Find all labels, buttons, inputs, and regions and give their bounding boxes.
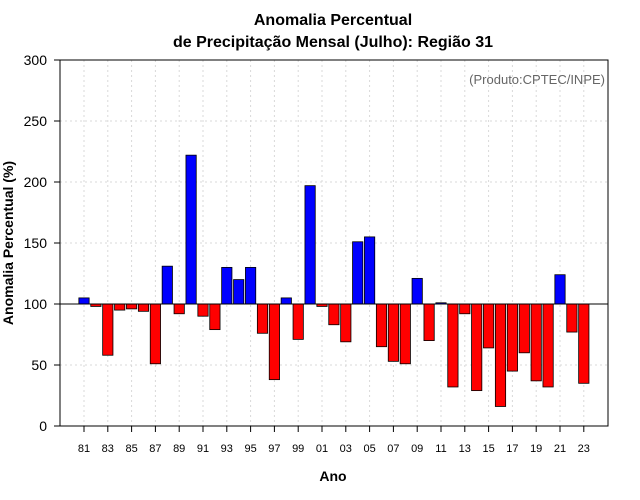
chart-title-line2: de Precipitação Mensal (Julho): Região 3… (173, 34, 493, 51)
bar-91 (197, 303, 209, 317)
bar-87 (149, 303, 161, 365)
bar-83 (102, 303, 114, 356)
bar-99 (292, 303, 304, 340)
x-tick-label: 17 (506, 443, 518, 455)
x-axis-title: Ano (319, 468, 346, 484)
y-tick-label: 200 (24, 174, 48, 190)
x-tick-label: 85 (125, 443, 137, 455)
x-tick-label: 09 (411, 443, 423, 455)
bar-07 (387, 303, 399, 362)
bar-10 (423, 303, 435, 341)
bar-23 (578, 303, 590, 384)
x-tick-label: 23 (578, 443, 590, 455)
y-tick-label: 50 (31, 357, 47, 373)
y-axis: 0 50 100 150 200 250 300 (24, 52, 60, 434)
bar-95 (245, 266, 257, 305)
x-tick-label: 21 (554, 443, 566, 455)
chart-title-line1: Anomalia Percentual (254, 12, 412, 29)
x-tick-label: 87 (149, 443, 161, 455)
bar-14 (471, 303, 483, 392)
bar-00 (304, 185, 316, 305)
x-tick-label: 93 (221, 443, 233, 455)
x-tick-label: 03 (340, 443, 352, 455)
bar-09 (411, 277, 423, 305)
bar-98 (280, 297, 292, 305)
bar-97 (268, 303, 280, 381)
bar-96 (256, 303, 269, 334)
bar-08 (399, 303, 411, 365)
bar-92 (209, 303, 221, 331)
bar-20 (542, 303, 554, 388)
x-tick-label: 07 (387, 443, 399, 455)
bar-86 (137, 303, 150, 312)
bar-04 (352, 241, 364, 305)
bar-12 (447, 303, 459, 388)
bar-84 (114, 303, 126, 311)
x-tick-label: 13 (459, 443, 471, 455)
y-tick-label: 100 (24, 296, 48, 312)
x-tick-label: 89 (173, 443, 185, 455)
bar-90 (185, 154, 197, 305)
x-tick-label: 95 (244, 443, 256, 455)
bar-88 (161, 265, 173, 305)
bar-17 (506, 303, 518, 372)
x-tick-label: 83 (102, 443, 114, 455)
x-axis: 81 83 85 87 89 91 93 95 97 99 01 03 05 07 09 11 13 15 17 19… (78, 426, 590, 455)
bar-03 (340, 303, 352, 343)
bar-21 (554, 274, 566, 305)
grid (60, 59, 608, 427)
y-tick-label: 250 (24, 113, 48, 129)
x-tick-label: 15 (482, 443, 494, 455)
x-tick-label: 81 (78, 443, 90, 455)
y-tick-label: 0 (39, 418, 47, 434)
bar-13 (459, 303, 471, 315)
bar-18 (518, 303, 530, 354)
x-tick-label: 11 (435, 443, 446, 455)
x-tick-label: 05 (363, 443, 375, 455)
bar-15 (483, 303, 495, 349)
bar-19 (530, 303, 542, 382)
bar-02 (328, 303, 340, 326)
bar-94 (233, 279, 245, 305)
y-tick-label: 150 (24, 235, 48, 251)
bar-89 (173, 303, 185, 315)
x-tick-label: 91 (197, 443, 209, 455)
bar-22 (566, 303, 578, 333)
y-tick-label: 300 (24, 52, 48, 68)
bar-85 (126, 303, 138, 310)
y-axis-title: Anomalia Percentual (%) (0, 161, 16, 325)
credit-text: (Produto:CPTEC/INPE) (469, 72, 605, 87)
x-tick-label: 97 (268, 443, 280, 455)
x-tick-label: 19 (530, 443, 542, 455)
bar-16 (494, 303, 507, 407)
bars (78, 154, 590, 407)
bar-81 (78, 297, 90, 305)
bar-06 (375, 303, 388, 348)
x-tick-label: 99 (292, 443, 304, 455)
bar-93 (221, 266, 233, 305)
x-tick-label: 01 (316, 443, 328, 455)
bar-05 (364, 236, 376, 305)
